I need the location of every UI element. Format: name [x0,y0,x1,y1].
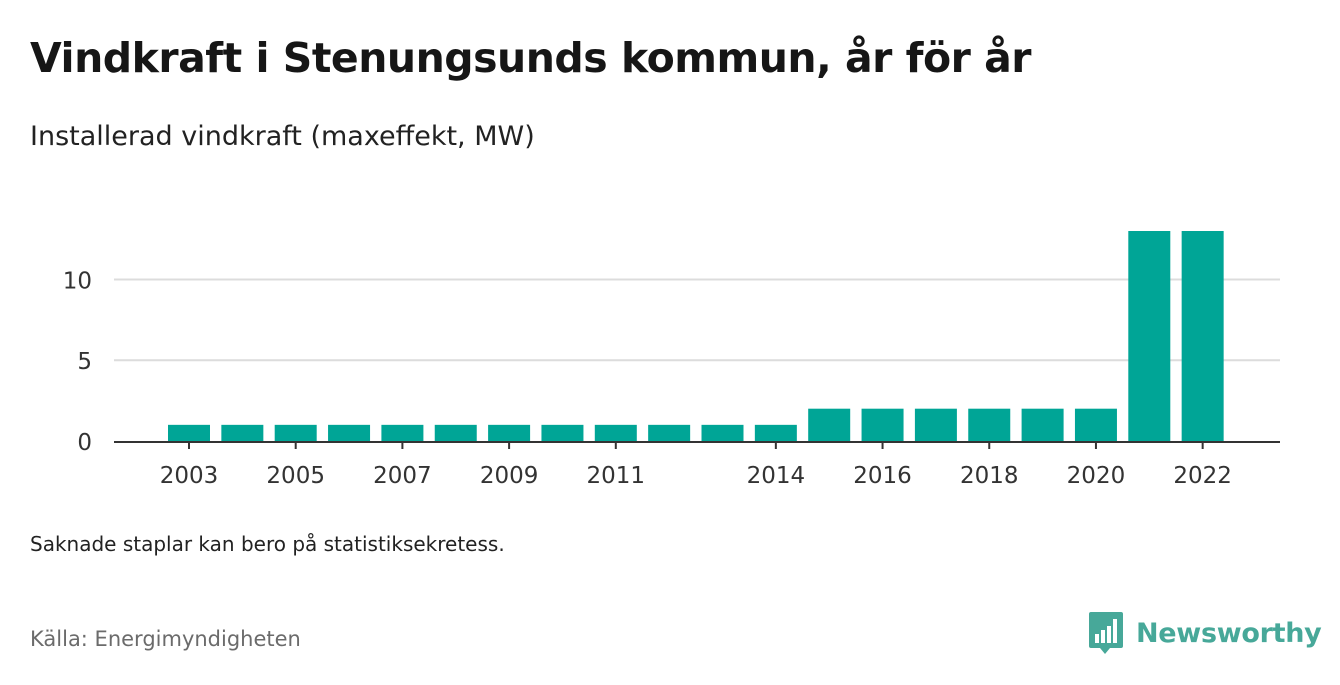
chart-subtitle: Installerad vindkraft (maxeffekt, MW) [30,121,535,152]
x-tick-label: 2014 [747,463,806,489]
bar-2020 [1074,408,1117,441]
brand-name: Newsworthy [1136,617,1322,649]
bar-2006 [328,424,371,441]
x-tick-label: 2022 [1173,463,1232,489]
bars [168,231,1224,441]
bar-2010 [541,424,584,441]
x-tick-labels: 2003 2005 2007 2009 2011 2014 2016 2018 2020 2022 [160,443,1232,489]
y-tick-label: 10 [63,268,92,294]
bar-2014 [754,424,797,441]
bar-2015 [808,408,851,441]
bar-2013 [701,424,744,441]
y-tick-label: 0 [77,430,92,456]
grid-lines [114,278,1280,362]
bar-2005 [274,424,317,441]
bar-2022 [1181,231,1224,441]
bar-2011 [594,424,637,441]
y-tick-labels: 0 5 10 [63,268,92,456]
bar-2009 [488,424,531,441]
x-tick-label: 2009 [480,463,539,489]
x-tick-label: 2020 [1067,463,1126,489]
source-label: Källa: Energimyndigheten [30,627,301,651]
x-tick-label: 2018 [960,463,1019,489]
x-tick-label: 2016 [853,463,912,489]
bar-2007 [381,424,424,441]
bar-2018 [968,408,1011,441]
newsworthy-logo: Newsworthy [1088,610,1322,656]
footnote: Saknade staplar kan bero på statistiksek… [30,532,505,556]
bar-2012 [648,424,691,441]
bar-chart-speech-bubble-icon [1089,612,1123,654]
x-tick-label: 2011 [587,463,646,489]
bar-chart: 0 5 10 2003 2005 2007 2009 2011 2014 2016 2018 202… [63,231,1280,489]
x-tick-label: 2005 [266,463,325,489]
bar-2019 [1021,408,1064,441]
x-tick-label: 2003 [160,463,219,489]
chart-title: Vindkraft i Stenungsunds kommun, år för … [30,34,1032,82]
bar-2004 [221,424,264,441]
bar-2003 [168,424,210,441]
bar-2008 [434,424,477,441]
bar-2021 [1128,231,1171,441]
y-tick-label: 5 [77,349,92,375]
bar-2017 [914,408,957,441]
x-tick-label: 2007 [373,463,432,489]
bar-2016 [861,408,904,441]
